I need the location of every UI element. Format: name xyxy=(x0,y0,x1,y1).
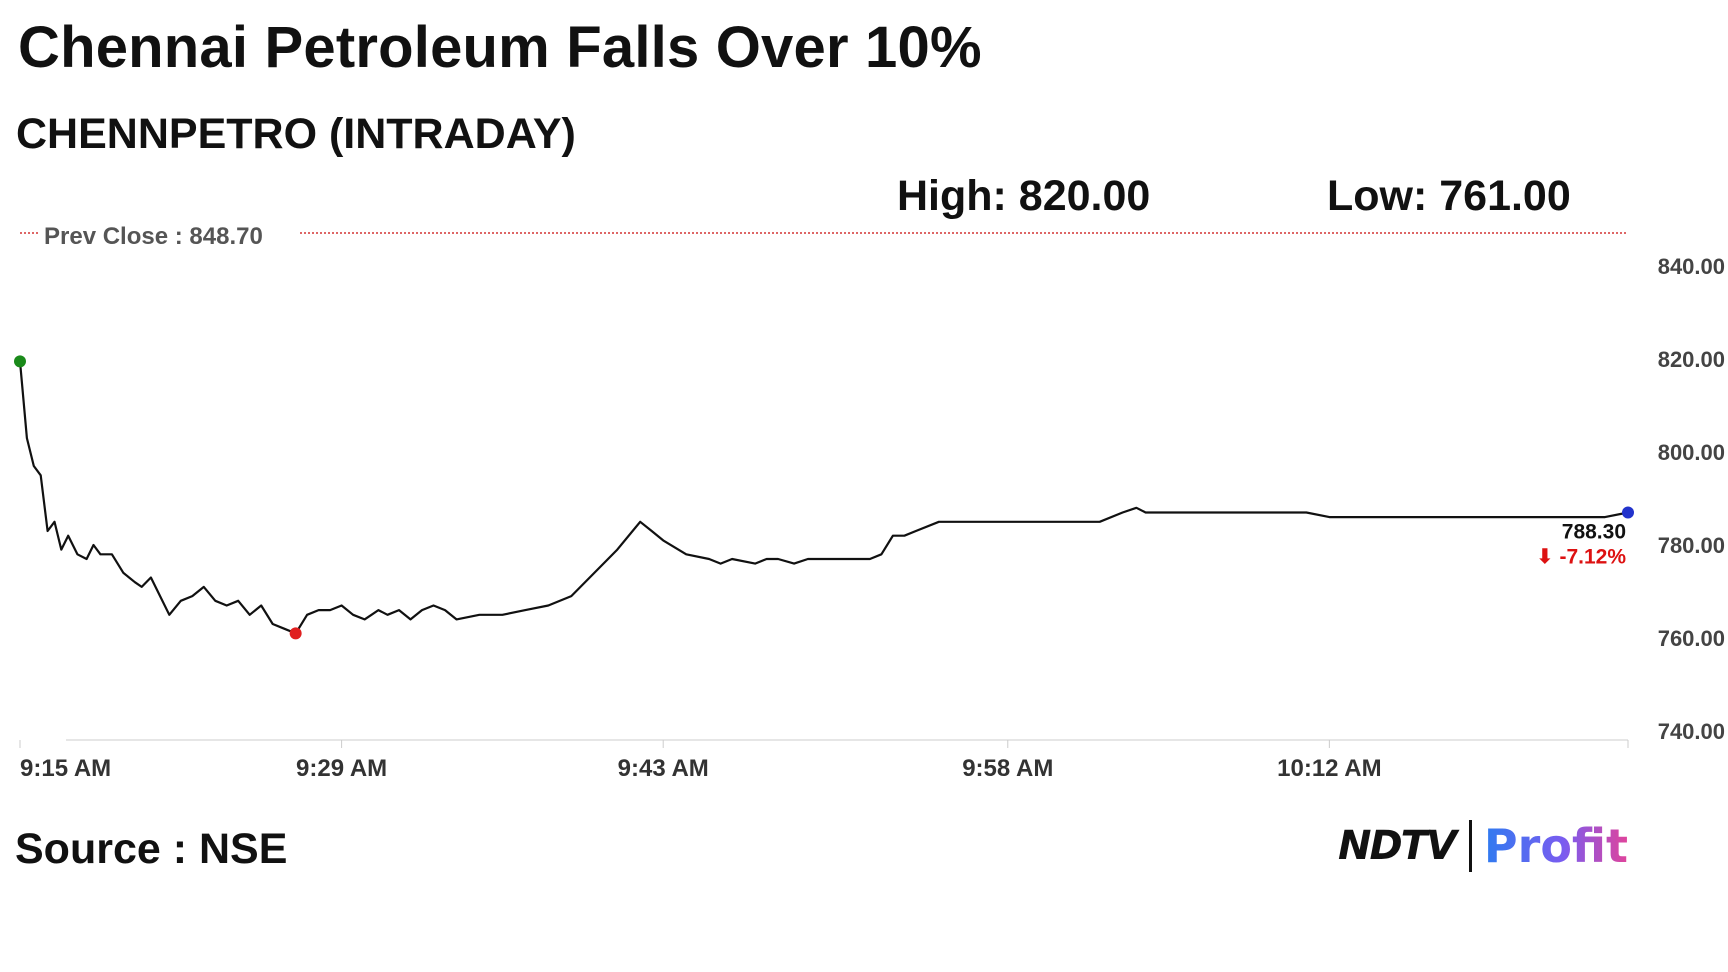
headline: Chennai Petroleum Falls Over 10% xyxy=(18,15,982,80)
x-tick-label: 9:29 AM xyxy=(296,755,387,782)
x-tick-label: 9:58 AM xyxy=(962,755,1053,782)
y-axis-ticks: 840.00 820.00 800.00 780.00 760.00 740.00 xyxy=(1658,254,1725,744)
x-tick-label: 9:43 AM xyxy=(618,755,709,782)
last-price-label: 788.30 xyxy=(1562,520,1626,543)
x-tick-label: 9:15 AM xyxy=(20,755,111,782)
logo-divider xyxy=(1468,820,1472,872)
prev-close-label-bg xyxy=(38,221,300,247)
start-point-marker xyxy=(14,355,26,368)
y-tick-label: 840.00 xyxy=(1658,254,1725,279)
x-tick-label: 10:12 AM xyxy=(1277,755,1381,782)
source-note: Source : NSE xyxy=(15,825,288,873)
logo-profit-wordmark: Profit xyxy=(1483,819,1629,873)
y-tick-label: 740.00 xyxy=(1658,719,1725,744)
day-high-stat: High: 820.00 xyxy=(897,172,1151,220)
ndtv-profit-logo: NDTV Profit xyxy=(1338,818,1628,874)
day-low-stat: Low: 761.00 xyxy=(1327,172,1571,220)
ticker-subtitle: CHENNPETRO (INTRADAY) xyxy=(16,110,576,158)
y-tick-label: 800.00 xyxy=(1658,440,1725,465)
y-tick-label: 820.00 xyxy=(1658,347,1725,372)
change-percent-label: ⬇ -7.12% xyxy=(1536,545,1626,568)
last-point-marker xyxy=(1622,506,1634,519)
price-markers xyxy=(14,355,1634,640)
logo-ndtv-wordmark: NDTV xyxy=(1338,823,1457,869)
y-tick-label: 760.00 xyxy=(1658,626,1725,651)
price-series-line xyxy=(18,361,1629,635)
y-tick-label: 780.00 xyxy=(1658,533,1725,558)
day-low-marker xyxy=(289,627,302,640)
x-axis-ticks: 9:15 AM 9:29 AM 9:43 AM 9:58 AM 10:12 AM xyxy=(19,740,1629,782)
prev-close-label: Prev Close : 848.70 xyxy=(44,223,263,250)
